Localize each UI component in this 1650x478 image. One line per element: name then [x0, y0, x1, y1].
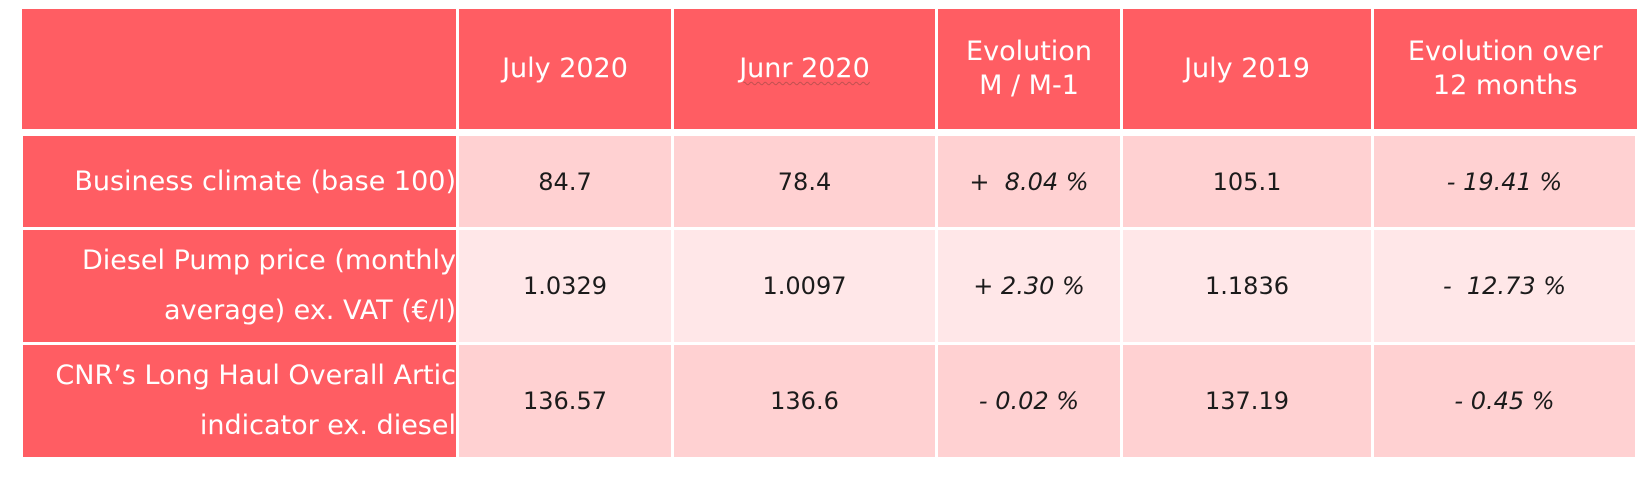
row-label-line: average) ex. VAT (€/l): [164, 295, 456, 326]
cell-evolution-12-months: - 19.41 %: [1371, 131, 1638, 230]
cell-evolution-month: - 0.02 %: [935, 342, 1123, 457]
header-evolution-12-months-line-2: 12 months: [1432, 70, 1578, 101]
header-evolution-month-line-1: Evolution: [966, 36, 1092, 67]
cell-july-2020: 84.7: [456, 131, 674, 230]
header-evolution-12-months: Evolution over 12 months: [1371, 9, 1637, 136]
cell-july-2020: 136.57: [456, 342, 674, 457]
header-june-2020-text: Junr 2020: [739, 53, 870, 84]
cell-june-2020: 78.4: [671, 131, 938, 230]
header-evolution-month: Evolution M / M-1: [935, 9, 1123, 136]
cell-july-2019: 105.1: [1120, 131, 1374, 230]
row-label-line: Diesel Pump price (monthly: [81, 245, 456, 276]
header-july-2020: July 2020: [456, 9, 674, 136]
indicators-table: July 2020 Junr 2020 Evolution M / M-1 Ju…: [20, 9, 1638, 457]
cell-evolution-12-months: - 0.45 %: [1371, 342, 1638, 457]
header-june-2020: Junr 2020: [671, 9, 938, 136]
header-empty-cell: [21, 9, 459, 136]
cell-june-2020: 1.0097: [671, 227, 938, 345]
row-label-diesel-price: Diesel Pump price (monthly average) ex. …: [20, 227, 459, 345]
cell-july-2020: 1.0329: [456, 227, 674, 345]
row-label-business-climate: Business climate (base 100): [20, 131, 459, 230]
header-evolution-month-line-2: M / M-1: [979, 70, 1079, 101]
row-label-line: CNR’s Long Haul Overall Artic: [55, 360, 456, 391]
table-row-cnr-indicator: CNR’s Long Haul Overall Artic indicator …: [20, 342, 1638, 457]
table-row-diesel-price: Diesel Pump price (monthly average) ex. …: [20, 227, 1638, 345]
header-july-2019: July 2019: [1120, 9, 1374, 136]
cell-july-2019: 1.1836: [1120, 227, 1374, 345]
row-label-cnr-indicator: CNR’s Long Haul Overall Artic indicator …: [20, 342, 459, 457]
row-label-line: Business climate (base 100): [74, 165, 456, 197]
header-row: July 2020 Junr 2020 Evolution M / M-1 Ju…: [21, 9, 1637, 136]
row-label-line: indicator ex. diesel: [199, 410, 456, 441]
cell-june-2020: 136.6: [671, 342, 938, 457]
cell-evolution-12-months: - 12.73 %: [1371, 227, 1638, 345]
header-evolution-12-months-line-1: Evolution over: [1407, 36, 1603, 67]
cell-july-2019: 137.19: [1120, 342, 1374, 457]
table-row-business-climate: Business climate (base 100) 84.7 78.4 + …: [20, 131, 1638, 230]
cell-evolution-month: + 8.04 %: [935, 131, 1123, 230]
cell-evolution-month: + 2.30 %: [935, 227, 1123, 345]
